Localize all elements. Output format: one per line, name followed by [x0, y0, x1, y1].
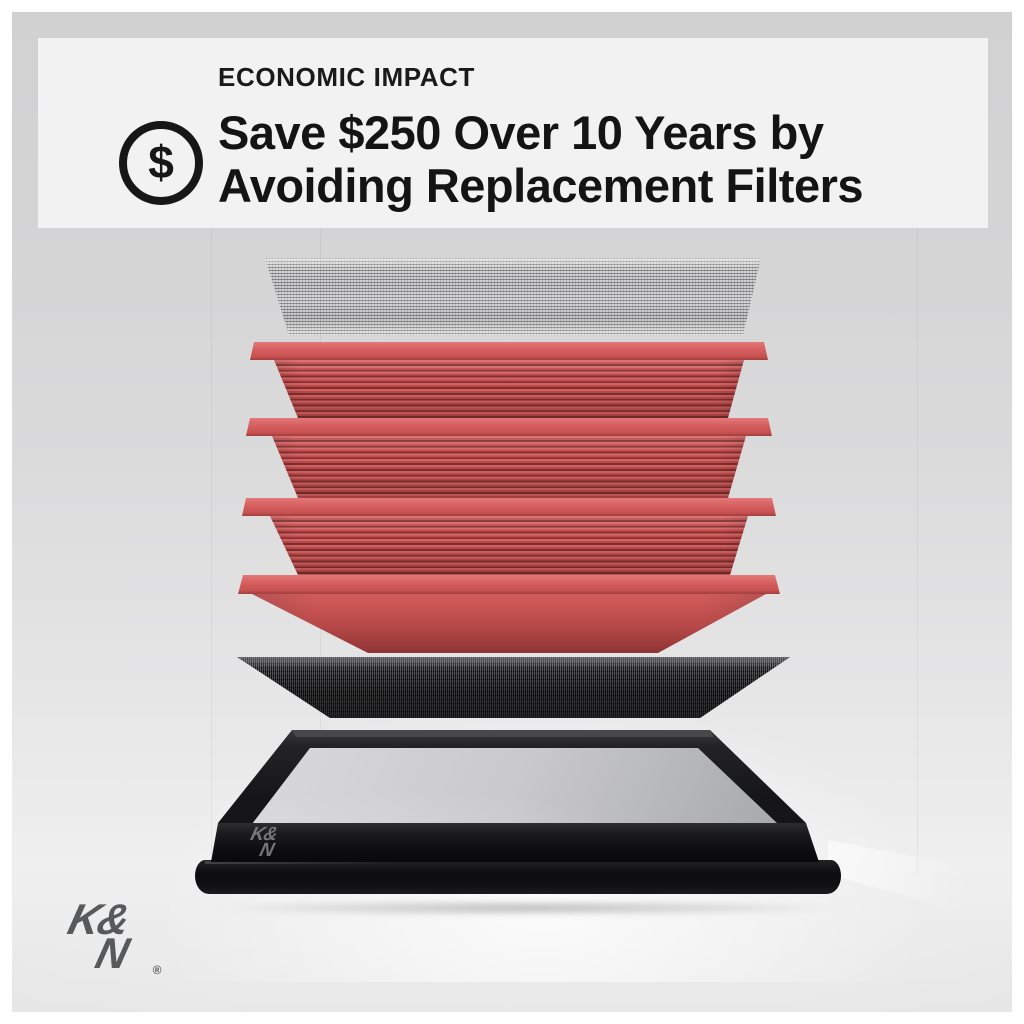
bottom-wire-mesh-screen — [237, 657, 790, 718]
top-wire-mesh-screen — [265, 258, 761, 335]
dollar-circle-icon: $ — [119, 121, 203, 205]
cotton-gauze-layer-1 — [250, 342, 768, 418]
gauze-top-edge — [246, 418, 772, 436]
headline-line-1: Save $250 Over 10 Years by — [218, 106, 824, 159]
gauze-top-edge — [242, 498, 776, 516]
gauze-top-edge — [238, 575, 780, 594]
registered-trademark-symbol: ® — [152, 963, 162, 977]
cotton-gauze-layer-4 — [238, 575, 780, 653]
cotton-gauze-layer-3 — [242, 498, 776, 575]
header-banner: $ ECONOMIC IMPACT Save $250 Over 10 Year… — [38, 38, 988, 228]
headline: Save $250 Over 10 Years by Avoiding Repl… — [218, 106, 864, 212]
backdrop-seam — [211, 226, 212, 876]
filter-frame-tray: K& N — [195, 728, 841, 912]
frame-shadow — [208, 900, 848, 916]
kn-brand-logo: K& N ® — [51, 896, 203, 994]
gauze-pleats — [270, 516, 748, 575]
frame-front-face: K& N — [211, 823, 819, 862]
frame-back-rim — [292, 730, 714, 737]
frame-base-lip — [195, 860, 841, 894]
frame-logo-line-2: N — [257, 839, 276, 861]
headline-line-2: Avoiding Replacement Filters — [218, 159, 864, 212]
frame-interior-panel — [252, 748, 778, 824]
studio-background: $ ECONOMIC IMPACT Save $250 Over 10 Year… — [12, 12, 1012, 1012]
gauze-underside — [252, 594, 766, 653]
frame-brand-logo: K& N — [245, 824, 279, 861]
brand-logo-line-1: K& — [63, 896, 134, 944]
cotton-gauze-layer-2 — [246, 418, 772, 498]
eyebrow-label: ECONOMIC IMPACT — [218, 62, 475, 92]
gauze-pleats — [274, 360, 744, 418]
brand-logo-line-2: N — [90, 929, 132, 978]
gauze-pleats — [272, 436, 746, 498]
backdrop-seam — [917, 226, 918, 876]
gauze-top-edge — [250, 342, 768, 360]
dollar-glyph: $ — [148, 135, 174, 188]
